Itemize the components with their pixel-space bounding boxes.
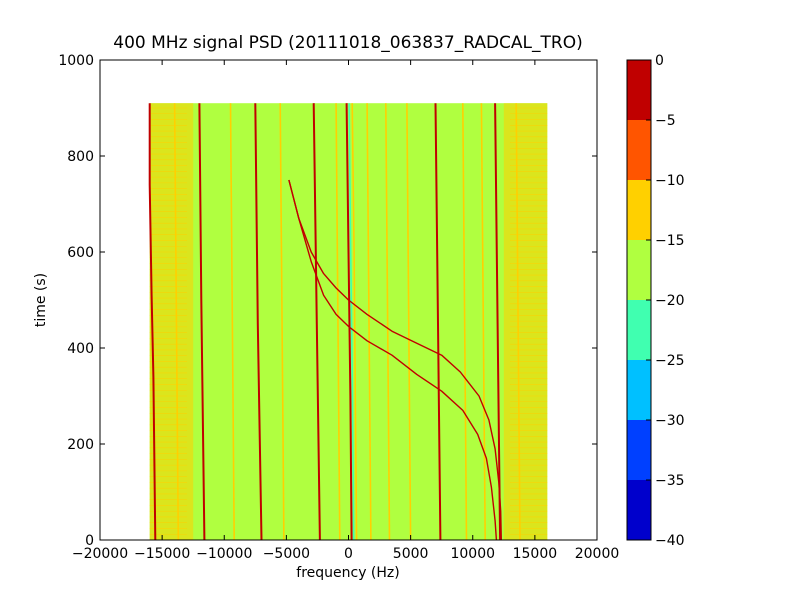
vertical-trace	[312, 103, 321, 540]
vertical-trace	[480, 103, 486, 540]
x-tick-label: −10000	[196, 546, 252, 562]
edge-band-left	[149, 103, 194, 540]
colorbar-tick-label: −40	[655, 533, 685, 549]
x-tick-label: 15000	[513, 546, 558, 562]
colorbar-tick-label: −5	[655, 113, 676, 129]
x-tick-label: −15000	[134, 546, 190, 562]
vertical-trace	[434, 103, 442, 540]
colorbar-tick-label: −10	[655, 173, 685, 189]
x-tick-label: 5000	[393, 546, 429, 562]
vertical-trace	[515, 103, 521, 540]
curved-trace	[288, 179, 502, 540]
colorbar-tick-label: 0	[655, 53, 664, 69]
colorbar-tick-label: −20	[655, 293, 685, 309]
colorbar-tick-label: −25	[655, 353, 685, 369]
colorbar-segment	[627, 60, 651, 120]
colorbar-segment	[627, 420, 651, 480]
spectrogram-layer	[148, 103, 548, 540]
colorbar-tick-label: −30	[655, 413, 685, 429]
vertical-trace	[345, 103, 353, 540]
vertical-trace	[254, 103, 263, 540]
x-tick-label: 20000	[575, 546, 620, 562]
colorbar-segment	[627, 360, 651, 420]
vertical-trace	[351, 103, 358, 540]
vertical-trace	[335, 103, 341, 540]
vertical-trace	[173, 103, 180, 540]
vertical-trace	[406, 103, 412, 540]
colorbar-segment	[627, 120, 651, 180]
edge-band-right	[503, 103, 548, 540]
vertical-trace	[348, 103, 355, 540]
x-tick-label: 10000	[450, 546, 495, 562]
y-tick-label: 400	[67, 341, 94, 357]
vertical-trace	[198, 103, 206, 540]
y-axis-label: time (s)	[33, 273, 49, 327]
y-tick-label: 1000	[58, 53, 94, 69]
chart-title: 400 MHz signal PSD (20111018_063837_RADC…	[113, 33, 582, 53]
y-tick-label: 800	[67, 149, 94, 165]
colorbar: 0 −5 −10 −15 −20 −25 −30 −35 −40	[626, 53, 685, 549]
vertical-trace	[494, 103, 502, 540]
vertical-trace	[366, 103, 372, 540]
vertical-trace	[385, 103, 391, 540]
curved-trace	[288, 179, 498, 540]
x-axis-ticks: −20000 −15000 −10000 −5000 0 5000 10000 15000 20…	[72, 60, 619, 562]
colorbar-tick-label: −15	[655, 233, 685, 249]
vertical-trace	[229, 103, 235, 540]
x-axis-label: frequency (Hz)	[296, 565, 399, 581]
y-tick-label: 0	[85, 533, 94, 549]
y-tick-label: 200	[67, 437, 94, 453]
colorbar-segment	[627, 300, 651, 360]
vertical-trace	[462, 103, 468, 540]
x-tick-label: 0	[344, 546, 353, 562]
colorbar-segment	[627, 180, 651, 240]
y-axis-ticks: 0 200 400 600 800 1000	[58, 53, 597, 549]
x-tick-label: −5000	[263, 546, 310, 562]
colorbar-segment	[627, 480, 651, 540]
vertical-trace	[279, 103, 285, 540]
x-tick-label: −20000	[72, 546, 128, 562]
y-tick-label: 600	[67, 245, 94, 261]
colorbar-segment	[627, 240, 651, 300]
vertical-trace	[148, 103, 157, 540]
colorbar-tick-label: −35	[655, 473, 685, 489]
